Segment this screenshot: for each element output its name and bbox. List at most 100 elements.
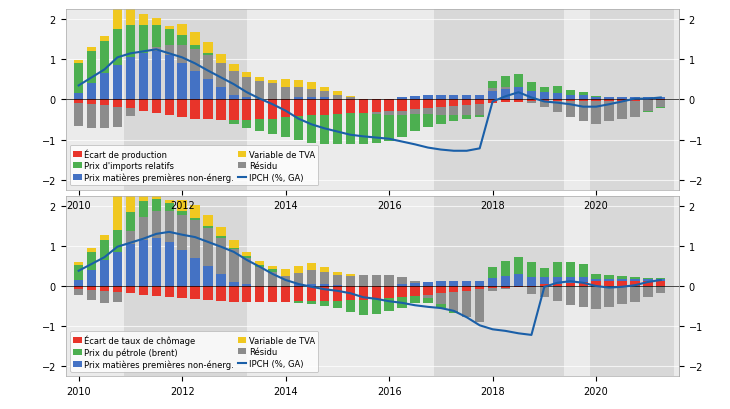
Bar [255, 82, 264, 100]
Bar [501, 100, 510, 103]
Bar [345, 301, 355, 312]
Bar [475, 100, 484, 105]
Bar [320, 88, 329, 92]
Bar [553, 286, 562, 301]
Bar [437, 286, 445, 294]
Bar [358, 286, 368, 300]
Bar [255, 120, 264, 131]
Bar [87, 84, 96, 100]
Bar [618, 276, 626, 279]
Bar [204, 227, 212, 228]
Bar [333, 276, 342, 285]
Bar [216, 274, 226, 286]
Bar [216, 55, 226, 63]
Bar [488, 89, 497, 92]
Text: 2010: 2010 [66, 200, 91, 210]
Bar [630, 281, 639, 286]
Bar [177, 212, 187, 215]
Bar [514, 286, 523, 288]
Bar [410, 110, 420, 115]
Bar [333, 301, 342, 309]
Bar [501, 90, 510, 100]
Bar [139, 54, 148, 100]
Bar [255, 261, 264, 265]
Bar [462, 100, 472, 106]
Bar [242, 258, 251, 284]
Bar [578, 265, 588, 277]
Bar [604, 281, 614, 286]
Bar [475, 286, 484, 290]
Bar [87, 52, 96, 84]
Bar [437, 281, 445, 286]
Bar [294, 284, 303, 286]
Bar [527, 262, 536, 277]
Bar [164, 286, 174, 297]
Bar [281, 286, 291, 302]
Bar [100, 37, 110, 41]
Bar [372, 286, 381, 299]
Bar [204, 80, 212, 100]
Bar [449, 95, 458, 100]
Bar [643, 112, 653, 113]
Bar [501, 276, 510, 286]
Bar [229, 249, 239, 282]
Bar [177, 64, 187, 100]
Bar [113, 172, 122, 230]
Bar [358, 113, 368, 145]
Bar [268, 286, 277, 302]
Bar [191, 33, 200, 45]
Bar [229, 282, 239, 286]
Bar [643, 281, 653, 286]
Legend: Écart de taux de chômage, Prix du pétrole (brent), Prix matières premières non-é: Écart de taux de chômage, Prix du pétrol… [70, 331, 318, 372]
Bar [333, 95, 342, 99]
Bar [501, 88, 510, 90]
Bar [539, 93, 549, 100]
Bar [191, 205, 200, 218]
Bar [294, 266, 303, 273]
Bar [307, 263, 316, 270]
Bar [539, 100, 549, 102]
Bar [100, 291, 110, 303]
Bar [255, 265, 264, 267]
Bar [501, 288, 510, 289]
Bar [100, 41, 110, 74]
Bar [294, 98, 303, 100]
Bar [87, 105, 96, 129]
Bar [333, 99, 342, 100]
Text: 2014: 2014 [273, 200, 298, 210]
Bar [294, 81, 303, 88]
Bar [307, 98, 316, 100]
Bar [345, 286, 355, 301]
Bar [591, 286, 601, 310]
Bar [87, 48, 96, 52]
Bar [656, 281, 666, 286]
Bar [126, 109, 135, 117]
Bar [553, 87, 562, 94]
Bar [100, 240, 110, 260]
Bar [345, 98, 355, 100]
Bar [590, 10, 674, 190]
Bar [397, 111, 407, 115]
Bar [164, 30, 174, 46]
Bar [216, 228, 226, 237]
Bar [423, 115, 433, 128]
Bar [618, 286, 626, 304]
Bar [397, 98, 407, 100]
Bar [566, 283, 575, 286]
Bar [578, 277, 588, 282]
Bar [527, 102, 536, 104]
Bar [307, 100, 316, 116]
Bar [333, 115, 342, 145]
Bar [618, 100, 626, 101]
Bar [152, 100, 161, 114]
Bar [372, 299, 381, 315]
Bar [488, 278, 497, 286]
Bar [618, 281, 626, 286]
Bar [385, 286, 393, 298]
Bar [229, 286, 239, 302]
Bar [164, 56, 174, 100]
Bar [643, 101, 653, 112]
Bar [281, 276, 291, 286]
Bar [397, 297, 407, 309]
Bar [152, 48, 161, 52]
